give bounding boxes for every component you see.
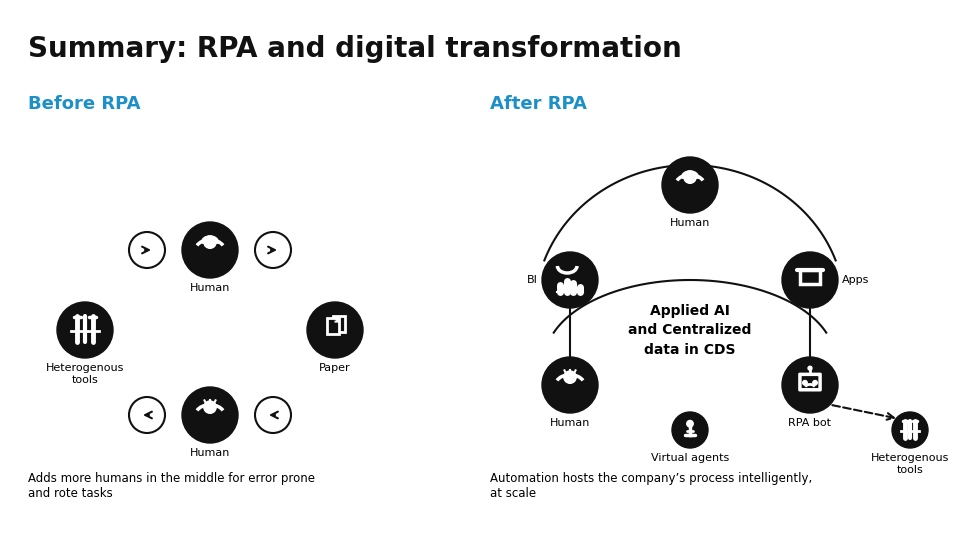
Circle shape <box>542 252 598 308</box>
Circle shape <box>672 412 708 448</box>
Circle shape <box>182 387 238 443</box>
Circle shape <box>564 371 576 383</box>
Text: Paper: Paper <box>319 363 350 373</box>
FancyBboxPatch shape <box>327 318 339 334</box>
Circle shape <box>803 381 807 385</box>
Text: After RPA: After RPA <box>490 95 587 113</box>
Text: Human: Human <box>670 218 710 228</box>
Circle shape <box>204 236 216 248</box>
Circle shape <box>542 357 598 413</box>
Text: Apps: Apps <box>842 275 870 285</box>
Circle shape <box>57 302 113 358</box>
Text: Heterogenous
tools: Heterogenous tools <box>871 453 949 475</box>
Circle shape <box>892 412 928 448</box>
Text: Human: Human <box>190 283 230 293</box>
Text: BI: BI <box>527 275 538 285</box>
Text: Heterogenous
tools: Heterogenous tools <box>46 363 124 384</box>
Circle shape <box>808 366 812 370</box>
Text: Human: Human <box>190 448 230 458</box>
Text: RPA bot: RPA bot <box>788 418 831 428</box>
Text: Before RPA: Before RPA <box>28 95 140 113</box>
Text: Summary: RPA and digital transformation: Summary: RPA and digital transformation <box>28 35 682 63</box>
Circle shape <box>662 157 718 213</box>
Text: Virtual agents: Virtual agents <box>651 453 730 463</box>
Circle shape <box>813 381 817 385</box>
Circle shape <box>307 302 363 358</box>
Circle shape <box>782 357 838 413</box>
Circle shape <box>684 171 696 183</box>
Text: Adds more humans in the middle for error prone
and rote tasks: Adds more humans in the middle for error… <box>28 472 315 500</box>
Circle shape <box>686 421 693 427</box>
Text: Applied AI
and Centralized
data in CDS: Applied AI and Centralized data in CDS <box>628 303 752 356</box>
Text: Human: Human <box>550 418 590 428</box>
Text: Automation hosts the company’s process intelligently,
at scale: Automation hosts the company’s process i… <box>490 472 812 500</box>
Circle shape <box>782 252 838 308</box>
Circle shape <box>204 401 216 413</box>
Circle shape <box>182 222 238 278</box>
